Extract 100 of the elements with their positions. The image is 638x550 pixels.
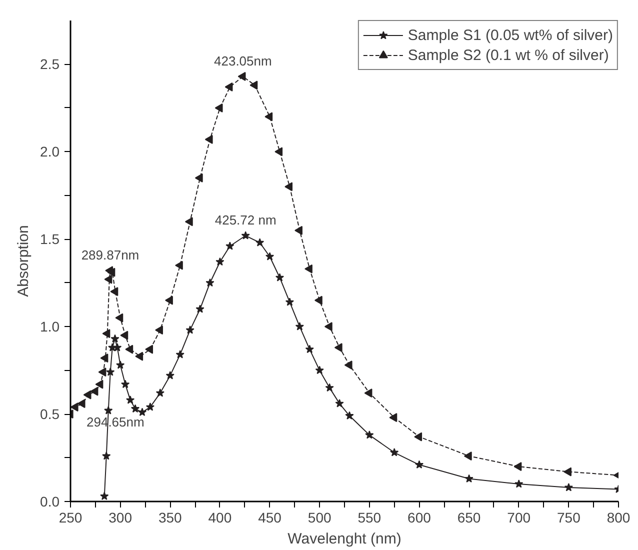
point [365, 430, 374, 439]
point [214, 103, 223, 112]
legend-label: Sample S2 (0.1 wt % of silver) [408, 46, 609, 64]
point [464, 452, 472, 461]
point [155, 326, 163, 335]
y-tick-label: 0.0 [40, 494, 60, 510]
annotation: 289.87nm [81, 248, 140, 263]
point [250, 80, 258, 90]
point [174, 260, 183, 270]
point [184, 217, 193, 226]
point [304, 264, 312, 274]
y-tick-label: 1.0 [40, 318, 60, 335]
point [564, 467, 572, 476]
point [335, 399, 344, 408]
x-tick-label: 750 [557, 510, 581, 526]
point [100, 354, 108, 363]
x-tick-label: 350 [158, 510, 182, 526]
point [414, 460, 424, 469]
x-tick-label: 500 [308, 510, 332, 526]
point [138, 408, 147, 416]
y-tick-label: 2.5 [40, 56, 60, 72]
point [126, 396, 135, 404]
point [206, 278, 214, 287]
point [116, 360, 125, 369]
point [226, 242, 234, 250]
point [145, 344, 154, 354]
point [241, 231, 250, 240]
point [125, 344, 134, 354]
point [77, 399, 86, 408]
point [186, 326, 194, 334]
point [334, 343, 342, 352]
point [194, 173, 203, 182]
annotation: 423.05nm [214, 53, 272, 68]
point [514, 480, 524, 488]
point [274, 147, 283, 156]
point [156, 388, 164, 397]
point [238, 72, 246, 81]
x-axis-title: Wavelenght (nm) [288, 530, 402, 548]
point [110, 334, 120, 343]
point [325, 383, 334, 392]
point [196, 304, 204, 313]
point [146, 402, 155, 411]
point [265, 252, 274, 260]
point [285, 298, 294, 306]
point [364, 388, 372, 398]
y-tick-label: 0.5 [40, 406, 60, 422]
point [70, 402, 78, 412]
point [324, 322, 332, 332]
x-tick-label: 800 [606, 510, 630, 526]
point [100, 492, 109, 500]
point [256, 238, 264, 246]
point [115, 313, 124, 322]
point [120, 380, 130, 388]
point [95, 380, 104, 389]
point [345, 411, 354, 420]
point [264, 112, 273, 122]
y-tick-label: 2.0 [40, 144, 60, 160]
point [102, 452, 111, 460]
point [389, 413, 398, 422]
point [224, 82, 233, 92]
legend-label: Sample S1 (0.05 wt% of silver) [408, 26, 613, 44]
point [104, 274, 112, 284]
point [204, 134, 213, 144]
x-tick-label: 400 [208, 510, 232, 526]
x-tick-label: 450 [258, 510, 282, 526]
point [104, 406, 113, 414]
point [90, 386, 98, 396]
point [176, 350, 184, 358]
point [120, 330, 128, 340]
x-tick-label: 650 [457, 510, 481, 526]
point [305, 344, 314, 354]
annotation: 425.72 nm [214, 212, 276, 228]
point [344, 360, 352, 370]
point [83, 390, 92, 400]
x-tick-label: 600 [408, 510, 432, 526]
point [102, 329, 110, 338]
point [113, 343, 122, 352]
point [315, 366, 324, 374]
x-tick-label: 300 [108, 510, 132, 526]
point [464, 474, 474, 482]
point [314, 296, 322, 305]
x-tick-label: 700 [507, 510, 531, 526]
point [275, 273, 284, 282]
point [110, 287, 118, 296]
x-tick-label: 550 [358, 510, 382, 526]
x-tick-label: 250 [58, 510, 82, 526]
point [294, 226, 302, 235]
point [390, 448, 399, 456]
point [564, 483, 573, 492]
point [216, 257, 224, 266]
y-axis-title: Absorption [15, 225, 32, 297]
point [130, 404, 140, 413]
point [514, 462, 522, 472]
point [98, 368, 106, 377]
point [106, 368, 115, 376]
point [295, 322, 304, 330]
point [284, 182, 293, 192]
y-tick-label: 1.5 [40, 231, 60, 248]
point [135, 352, 144, 361]
point [166, 371, 174, 380]
